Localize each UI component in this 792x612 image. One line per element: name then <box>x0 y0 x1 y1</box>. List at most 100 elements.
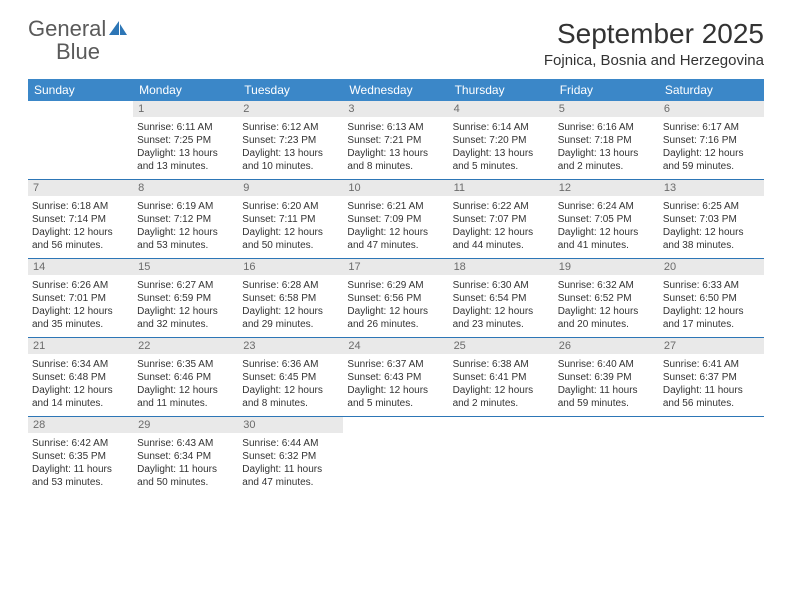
sunrise-text: Sunrise: 6:43 AM <box>137 437 234 450</box>
sunset-text: Sunset: 7:09 PM <box>347 213 444 226</box>
daynum-cell: 21 <box>28 338 133 356</box>
daynum-row: 14151617181920 <box>28 259 764 277</box>
daylight-text: Daylight: 12 hours <box>32 384 129 397</box>
sunrise-text: Sunrise: 6:30 AM <box>453 279 550 292</box>
day-number: 26 <box>554 338 659 354</box>
day-cell: Sunrise: 6:34 AMSunset: 6:48 PMDaylight:… <box>28 356 133 417</box>
daynum-cell: 15 <box>133 259 238 277</box>
calendar-body: 123456Sunrise: 6:11 AMSunset: 7:25 PMDay… <box>28 101 764 495</box>
daynum-cell <box>449 417 554 435</box>
sunrise-text: Sunrise: 6:40 AM <box>558 358 655 371</box>
sunrise-text: Sunrise: 6:28 AM <box>242 279 339 292</box>
daylight-text: and 14 minutes. <box>32 397 129 410</box>
sunrise-text: Sunrise: 6:42 AM <box>32 437 129 450</box>
daylight-text: and 47 minutes. <box>347 239 444 252</box>
daylight-text: Daylight: 12 hours <box>663 226 760 239</box>
daylight-text: Daylight: 12 hours <box>347 226 444 239</box>
daynum-cell <box>554 417 659 435</box>
day-cell: Sunrise: 6:16 AMSunset: 7:18 PMDaylight:… <box>554 119 659 180</box>
sunset-text: Sunset: 6:52 PM <box>558 292 655 305</box>
daylight-text: and 47 minutes. <box>242 476 339 489</box>
daylight-text: Daylight: 12 hours <box>663 147 760 160</box>
daylight-text: and 5 minutes. <box>347 397 444 410</box>
daylight-text: and 13 minutes. <box>137 160 234 173</box>
daynum-cell <box>343 417 448 435</box>
daylight-text: and 50 minutes. <box>137 476 234 489</box>
day-number: 10 <box>343 180 448 196</box>
sunset-text: Sunset: 7:18 PM <box>558 134 655 147</box>
daylight-text: Daylight: 12 hours <box>453 226 550 239</box>
daylight-text: and 23 minutes. <box>453 318 550 331</box>
sunrise-text: Sunrise: 6:20 AM <box>242 200 339 213</box>
daynum-cell: 28 <box>28 417 133 435</box>
day-number: 25 <box>449 338 554 354</box>
daynum-cell: 17 <box>343 259 448 277</box>
day-cell: Sunrise: 6:27 AMSunset: 6:59 PMDaylight:… <box>133 277 238 338</box>
day-number: 14 <box>28 259 133 275</box>
daylight-text: Daylight: 13 hours <box>137 147 234 160</box>
sunrise-text: Sunrise: 6:34 AM <box>32 358 129 371</box>
daynum-cell: 27 <box>659 338 764 356</box>
daylight-text: Daylight: 13 hours <box>347 147 444 160</box>
daylight-text: Daylight: 12 hours <box>242 305 339 318</box>
sunset-text: Sunset: 7:25 PM <box>137 134 234 147</box>
day-cell: Sunrise: 6:18 AMSunset: 7:14 PMDaylight:… <box>28 198 133 259</box>
day-number: 20 <box>659 259 764 275</box>
sunset-text: Sunset: 7:12 PM <box>137 213 234 226</box>
daynum-row: 21222324252627 <box>28 338 764 356</box>
daynum-cell: 8 <box>133 180 238 198</box>
day-number: 11 <box>449 180 554 196</box>
day-cell: Sunrise: 6:26 AMSunset: 7:01 PMDaylight:… <box>28 277 133 338</box>
daynum-cell: 12 <box>554 180 659 198</box>
day-cell: Sunrise: 6:24 AMSunset: 7:05 PMDaylight:… <box>554 198 659 259</box>
day-number: 6 <box>659 101 764 117</box>
day-cell <box>28 119 133 180</box>
daylight-text: Daylight: 12 hours <box>453 305 550 318</box>
daylight-text: and 56 minutes. <box>663 397 760 410</box>
daylight-text: Daylight: 12 hours <box>347 305 444 318</box>
day-number: 28 <box>28 417 133 433</box>
header-right: September 2025 Fojnica, Bosnia and Herze… <box>544 18 764 75</box>
daylight-text: and 59 minutes. <box>558 397 655 410</box>
day-cell: Sunrise: 6:41 AMSunset: 6:37 PMDaylight:… <box>659 356 764 417</box>
daylight-text: Daylight: 13 hours <box>558 147 655 160</box>
brand-part1: General <box>28 16 106 41</box>
day-number: 29 <box>133 417 238 433</box>
sunrise-text: Sunrise: 6:19 AM <box>137 200 234 213</box>
day-cell: Sunrise: 6:33 AMSunset: 6:50 PMDaylight:… <box>659 277 764 338</box>
sunrise-text: Sunrise: 6:37 AM <box>347 358 444 371</box>
day-cell: Sunrise: 6:42 AMSunset: 6:35 PMDaylight:… <box>28 435 133 495</box>
day-header: Wednesday <box>343 79 448 101</box>
sunrise-text: Sunrise: 6:22 AM <box>453 200 550 213</box>
sunset-text: Sunset: 6:45 PM <box>242 371 339 384</box>
day-header: Saturday <box>659 79 764 101</box>
day-cell: Sunrise: 6:37 AMSunset: 6:43 PMDaylight:… <box>343 356 448 417</box>
daylight-text: and 5 minutes. <box>453 160 550 173</box>
daylight-text: and 50 minutes. <box>242 239 339 252</box>
day-cell <box>554 435 659 495</box>
daylight-text: and 59 minutes. <box>663 160 760 173</box>
day-number: 21 <box>28 338 133 354</box>
sunrise-text: Sunrise: 6:21 AM <box>347 200 444 213</box>
sail-icon <box>108 23 128 40</box>
daylight-text: and 8 minutes. <box>242 397 339 410</box>
sunset-text: Sunset: 7:21 PM <box>347 134 444 147</box>
daylight-text: and 2 minutes. <box>558 160 655 173</box>
sunrise-text: Sunrise: 6:17 AM <box>663 121 760 134</box>
sunrise-text: Sunrise: 6:25 AM <box>663 200 760 213</box>
day-number: 7 <box>28 180 133 196</box>
daynum-cell: 6 <box>659 101 764 119</box>
daylight-text: Daylight: 11 hours <box>32 463 129 476</box>
sunrise-text: Sunrise: 6:33 AM <box>663 279 760 292</box>
day-cell: Sunrise: 6:44 AMSunset: 6:32 PMDaylight:… <box>238 435 343 495</box>
sunrise-text: Sunrise: 6:32 AM <box>558 279 655 292</box>
day-cell: Sunrise: 6:20 AMSunset: 7:11 PMDaylight:… <box>238 198 343 259</box>
sunrise-text: Sunrise: 6:41 AM <box>663 358 760 371</box>
day-number: 19 <box>554 259 659 275</box>
day-number: 2 <box>238 101 343 117</box>
sunset-text: Sunset: 6:32 PM <box>242 450 339 463</box>
sunrise-text: Sunrise: 6:29 AM <box>347 279 444 292</box>
sunset-text: Sunset: 6:56 PM <box>347 292 444 305</box>
daylight-text: Daylight: 12 hours <box>558 226 655 239</box>
day-cell: Sunrise: 6:38 AMSunset: 6:41 PMDaylight:… <box>449 356 554 417</box>
